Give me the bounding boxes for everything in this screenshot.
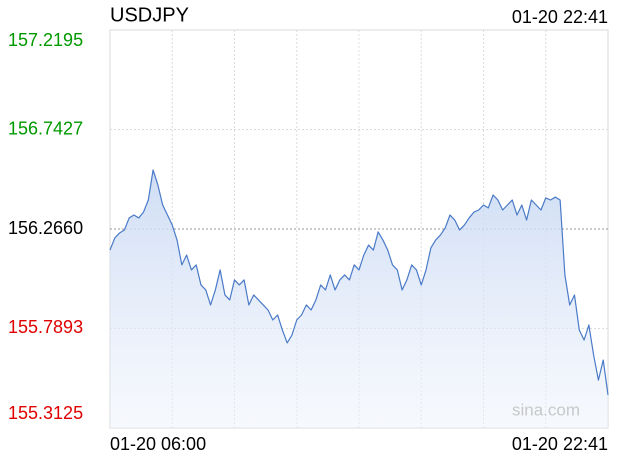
y-tick-label: 156.7427	[8, 118, 83, 138]
y-tick-label: 155.3125	[8, 403, 83, 423]
price-line	[109, 169, 609, 396]
timestamp: 01-20 22:41	[512, 7, 608, 27]
y-tick-label: 157.2195	[8, 30, 83, 50]
y-tick-label: 155.7893	[8, 317, 83, 337]
x-tick-label: 01-20 06:00	[110, 434, 206, 454]
x-tick-label: 01-20 22:41	[512, 434, 608, 454]
chart-title: USDJPY	[110, 4, 189, 26]
area-fill	[110, 169, 608, 428]
y-tick-label: 156.2660	[8, 218, 83, 238]
watermark: sina.com	[512, 400, 580, 419]
